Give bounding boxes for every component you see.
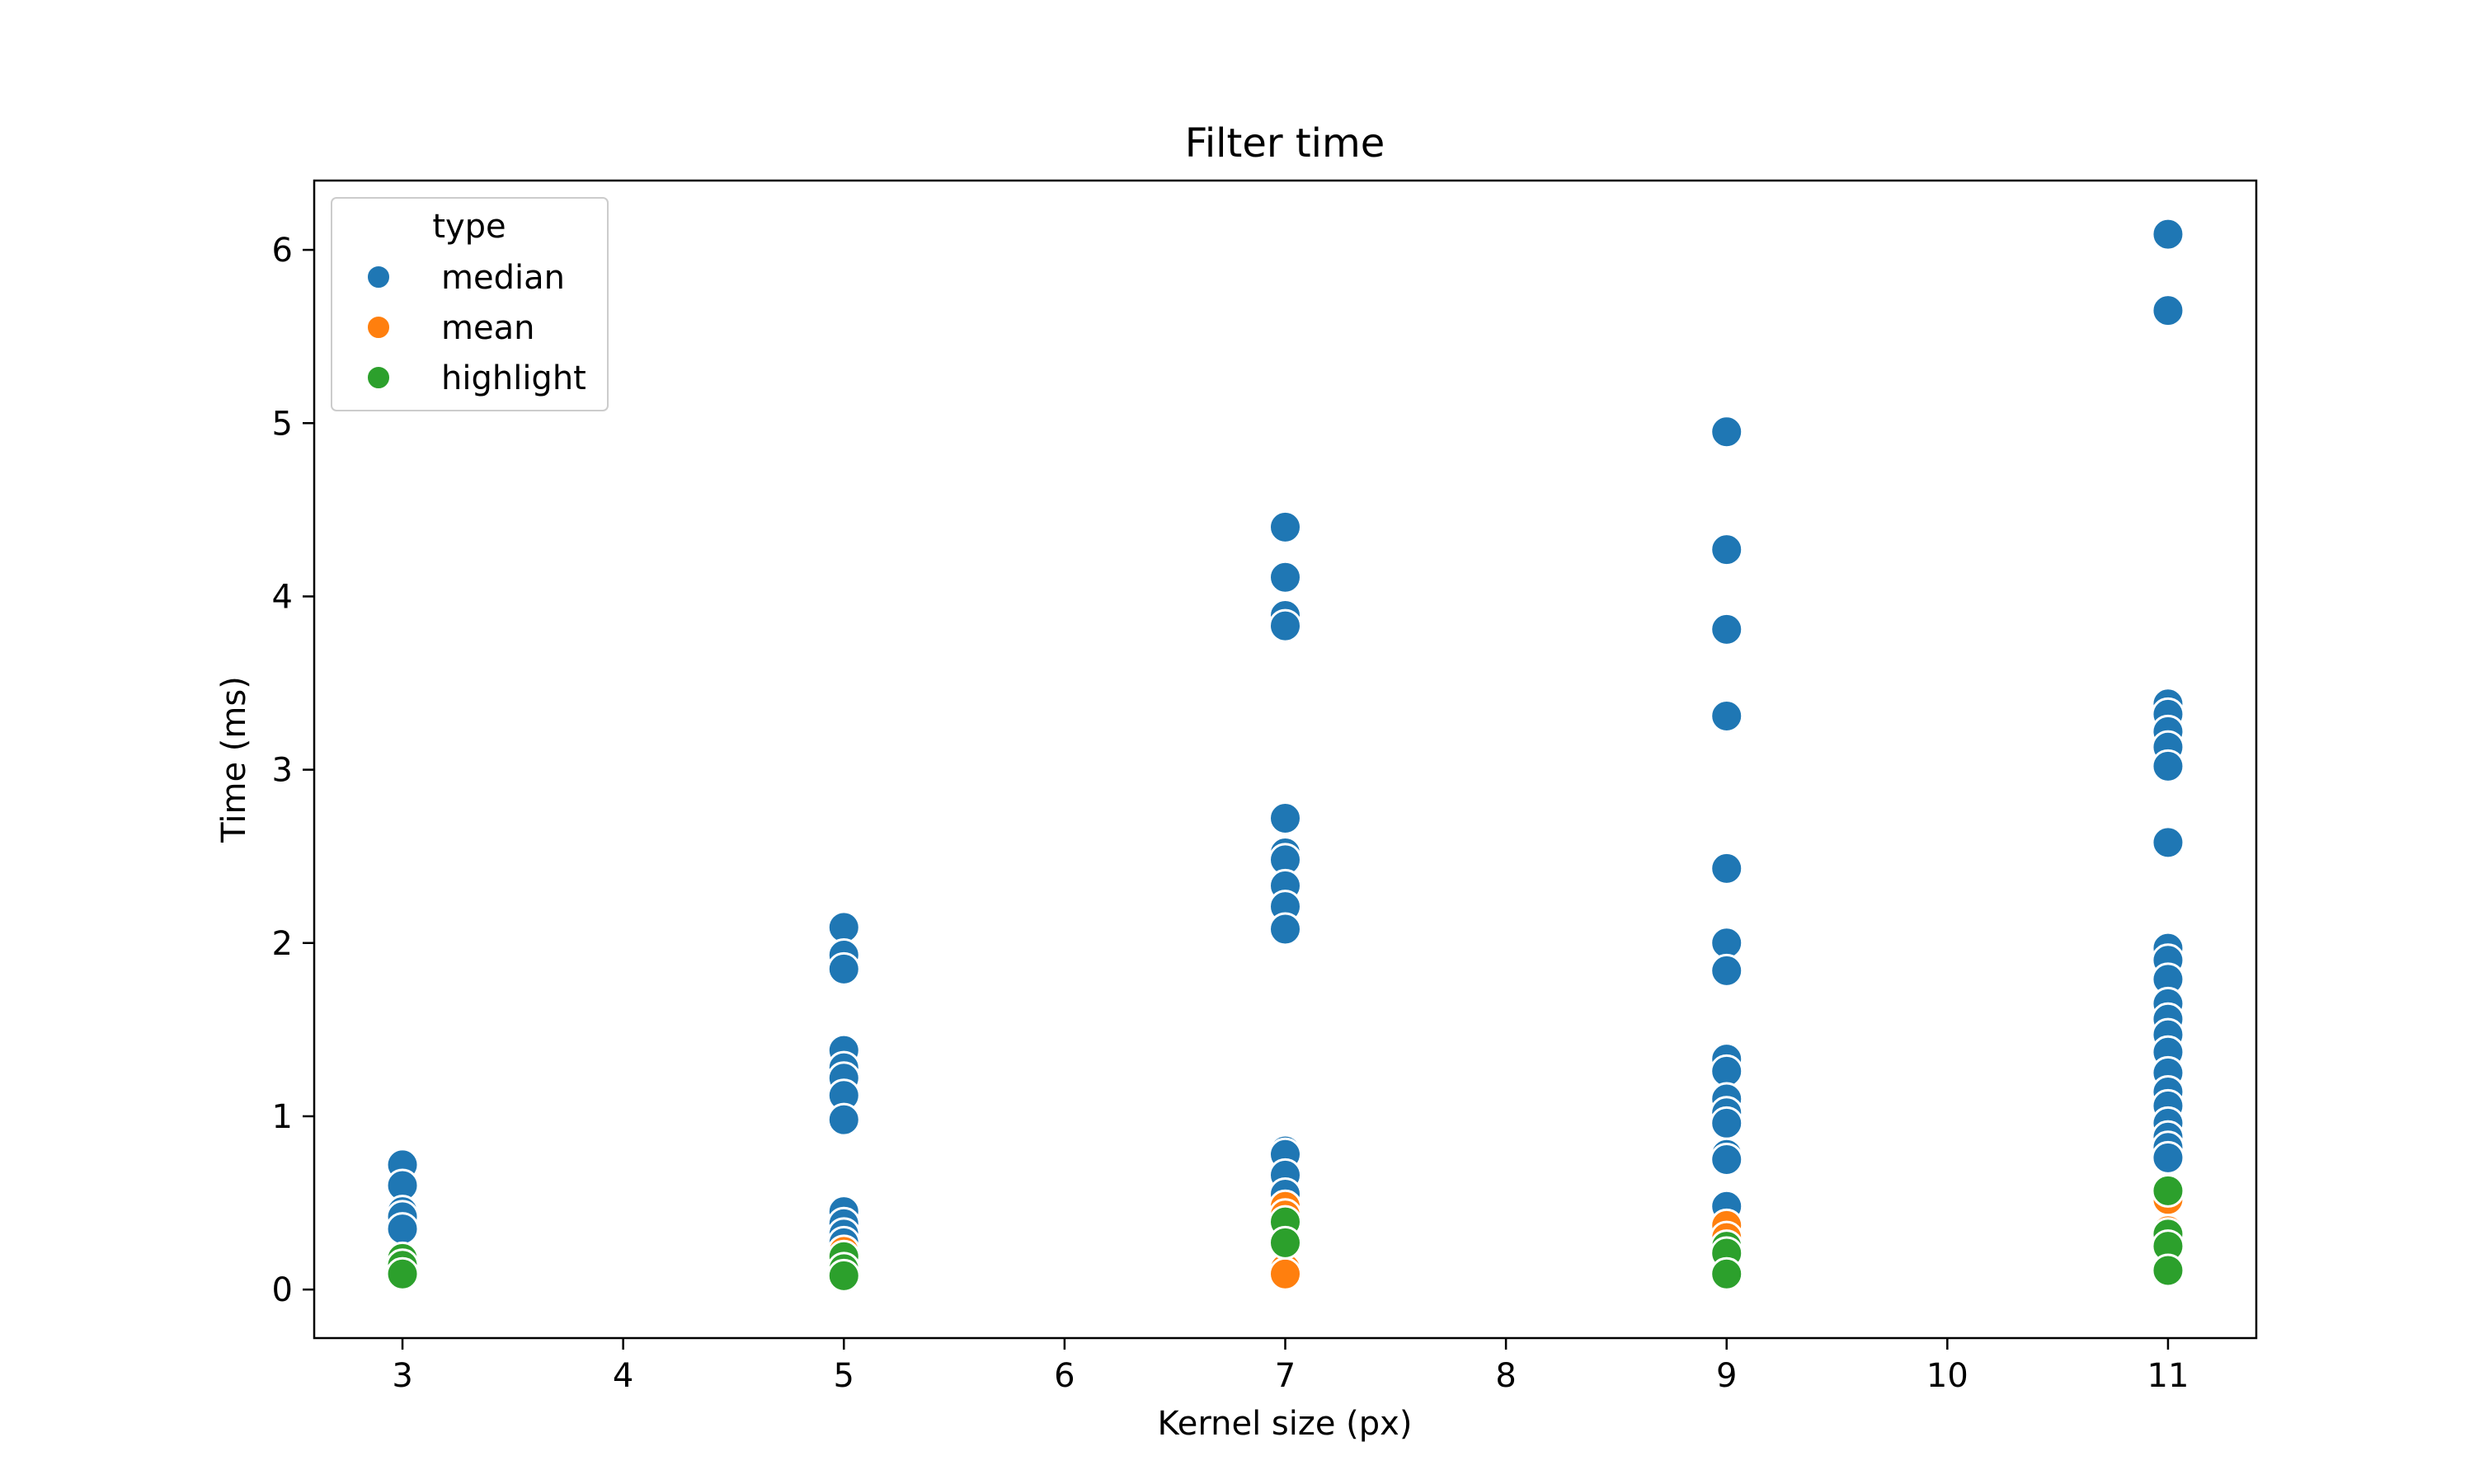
point-median-35 (1710, 851, 1744, 885)
point-median-33 (1710, 612, 1744, 646)
y-axis-ticks: 0 1 2 3 4 5 6 (272, 232, 314, 1309)
x-tick-label: 8 (1495, 1357, 1516, 1395)
point-median-4 (385, 1212, 420, 1247)
legend-marker-median (366, 265, 391, 289)
point-highlight-14 (2151, 1253, 2185, 1288)
data-points (385, 217, 2185, 1293)
point-mean-7 (1268, 1256, 1302, 1291)
y-tick-label: 6 (272, 232, 293, 270)
legend-label-highlight: highlight (441, 359, 586, 397)
y-tick-label: 3 (272, 752, 293, 790)
legend-entries: median mean highlight (366, 259, 586, 397)
point-median-32 (1710, 533, 1744, 567)
point-median-37 (1710, 953, 1744, 988)
point-highlight-10 (1710, 1256, 1744, 1291)
legend-label-median: median (441, 259, 565, 297)
x-tick-label: 10 (1926, 1357, 1968, 1395)
y-tick-label: 2 (272, 925, 293, 963)
legend-marker-mean (366, 315, 391, 340)
point-highlight-5 (826, 1258, 861, 1293)
legend-label-mean: mean (441, 309, 534, 347)
point-median-31 (1710, 415, 1744, 449)
legend-title: type (432, 208, 506, 246)
legend-frame (331, 197, 609, 411)
x-tick-label: 7 (1275, 1357, 1296, 1395)
point-highlight-11 (2151, 1173, 2185, 1208)
point-median-17 (1268, 510, 1302, 544)
x-tick-label: 3 (392, 1357, 412, 1395)
point-median-20 (1268, 608, 1302, 643)
point-median-21 (1268, 801, 1302, 835)
point-median-42 (1710, 1106, 1744, 1140)
x-tick-label: 11 (2147, 1357, 2189, 1395)
y-axis-label: Time (ms) (215, 676, 253, 843)
legend: type median mean highlight (331, 197, 609, 411)
x-tick-label: 6 (1054, 1357, 1075, 1395)
legend-marker-highlight (366, 365, 391, 390)
x-tick-label: 9 (1716, 1357, 1737, 1395)
point-median-34 (1710, 698, 1744, 733)
point-median-52 (2151, 749, 2185, 783)
point-median-46 (2151, 217, 2185, 251)
y-tick-label: 0 (272, 1271, 293, 1309)
point-median-12 (826, 1102, 861, 1137)
x-axis-ticks: 3 4 5 6 7 8 9 10 11 (392, 1338, 2189, 1395)
point-highlight-2 (385, 1256, 420, 1291)
plot-area-frame (313, 179, 2258, 1340)
point-median-44 (1710, 1143, 1744, 1177)
x-axis-label: Kernel size (px) (1158, 1405, 1413, 1443)
y-tick-label: 5 (272, 405, 293, 443)
point-median-53 (2151, 825, 2185, 860)
x-tick-label: 4 (613, 1357, 633, 1395)
point-median-7 (826, 951, 861, 986)
y-tick-label: 4 (272, 578, 293, 616)
point-median-47 (2151, 294, 2185, 328)
point-highlight-7 (1268, 1225, 1302, 1260)
chart-title: Filter time (1185, 120, 1385, 167)
point-median-26 (1268, 912, 1302, 946)
y-tick-label: 1 (272, 1098, 293, 1136)
point-median-18 (1268, 560, 1302, 594)
x-tick-label: 5 (834, 1357, 854, 1395)
point-median-67 (2151, 1140, 2185, 1175)
